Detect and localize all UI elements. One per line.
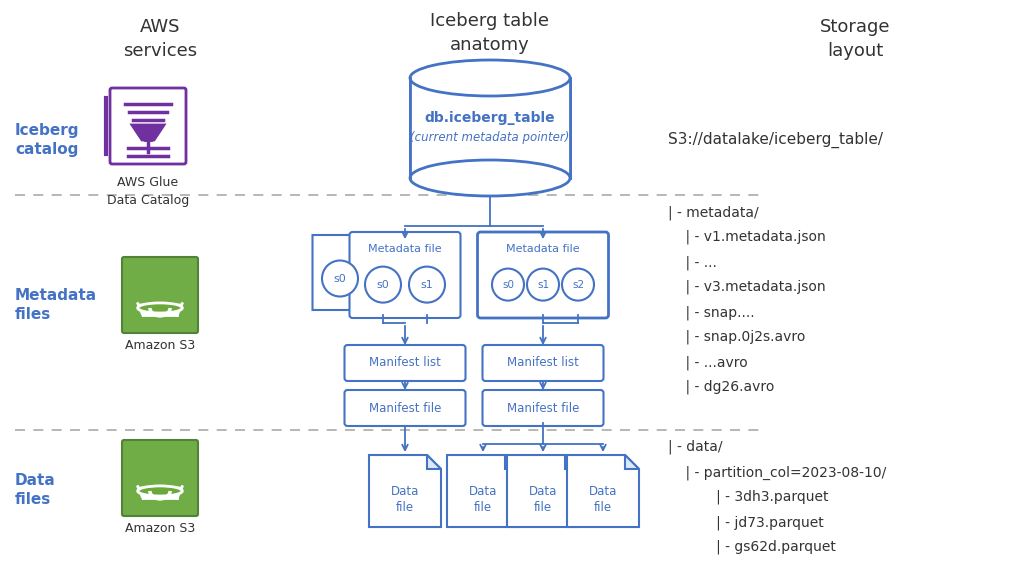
Text: Data
file: Data file bbox=[469, 485, 498, 514]
Circle shape bbox=[527, 269, 559, 301]
Text: s1: s1 bbox=[537, 280, 549, 290]
Text: Manifest list: Manifest list bbox=[369, 356, 441, 370]
FancyBboxPatch shape bbox=[482, 390, 603, 426]
Circle shape bbox=[322, 261, 358, 297]
Text: | - 3dh3.parquet: | - 3dh3.parquet bbox=[668, 490, 828, 505]
FancyBboxPatch shape bbox=[344, 390, 466, 426]
Circle shape bbox=[365, 266, 401, 302]
FancyBboxPatch shape bbox=[122, 440, 198, 516]
Text: | - ...: | - ... bbox=[668, 255, 717, 270]
Text: Manifest file: Manifest file bbox=[507, 401, 580, 414]
Text: Metadata file: Metadata file bbox=[369, 244, 441, 254]
Text: Manifest file: Manifest file bbox=[369, 401, 441, 414]
Text: s0: s0 bbox=[377, 280, 389, 290]
Text: | - gs62d.parquet: | - gs62d.parquet bbox=[668, 540, 836, 554]
Text: s0: s0 bbox=[334, 273, 346, 284]
Text: S3://datalake/iceberg_table/: S3://datalake/iceberg_table/ bbox=[668, 132, 883, 148]
Text: Amazon S3: Amazon S3 bbox=[125, 522, 196, 535]
FancyBboxPatch shape bbox=[344, 345, 466, 381]
Text: Storage
layout: Storage layout bbox=[820, 18, 890, 60]
Circle shape bbox=[409, 266, 445, 302]
Text: | - v1.metadata.json: | - v1.metadata.json bbox=[668, 230, 825, 245]
Polygon shape bbox=[353, 235, 368, 249]
Text: s0: s0 bbox=[502, 280, 514, 290]
Text: Metadata
files: Metadata files bbox=[15, 288, 97, 323]
Polygon shape bbox=[567, 455, 639, 527]
Text: (current metadata pointer): (current metadata pointer) bbox=[411, 131, 569, 145]
Text: Iceberg table
anatomy: Iceberg table anatomy bbox=[430, 12, 550, 53]
FancyBboxPatch shape bbox=[482, 345, 603, 381]
Polygon shape bbox=[132, 125, 164, 140]
Polygon shape bbox=[447, 455, 519, 527]
Polygon shape bbox=[507, 455, 579, 527]
Polygon shape bbox=[565, 455, 579, 469]
Ellipse shape bbox=[137, 303, 182, 313]
Circle shape bbox=[562, 269, 594, 301]
Text: Manifest list: Manifest list bbox=[507, 356, 579, 370]
Text: AWS
services: AWS services bbox=[123, 18, 197, 60]
Text: | - snap.0j2s.avro: | - snap.0j2s.avro bbox=[668, 330, 805, 344]
Polygon shape bbox=[625, 455, 639, 469]
Polygon shape bbox=[505, 455, 519, 469]
Text: Amazon S3: Amazon S3 bbox=[125, 339, 196, 352]
Text: Data
file: Data file bbox=[589, 485, 617, 514]
Text: AWS Glue
Data Catalog: AWS Glue Data Catalog bbox=[106, 176, 189, 207]
Text: | - dg26.avro: | - dg26.avro bbox=[668, 380, 774, 394]
Ellipse shape bbox=[137, 486, 182, 496]
Text: | - snap....: | - snap.... bbox=[668, 305, 755, 320]
Text: s1: s1 bbox=[421, 280, 433, 290]
Text: db.iceberg_table: db.iceberg_table bbox=[425, 111, 555, 125]
Text: | - v3.metadata.json: | - v3.metadata.json bbox=[668, 280, 825, 294]
Text: | - ...avro: | - ...avro bbox=[668, 355, 748, 370]
Text: | - jd73.parquet: | - jd73.parquet bbox=[668, 515, 823, 529]
Polygon shape bbox=[427, 455, 441, 469]
FancyBboxPatch shape bbox=[122, 257, 198, 333]
FancyBboxPatch shape bbox=[349, 232, 461, 318]
Polygon shape bbox=[138, 487, 182, 498]
FancyBboxPatch shape bbox=[110, 88, 186, 164]
Polygon shape bbox=[138, 304, 182, 315]
Ellipse shape bbox=[410, 160, 570, 196]
Text: Data
files: Data files bbox=[15, 472, 55, 507]
Text: | - metadata/: | - metadata/ bbox=[668, 205, 759, 219]
Text: | - data/: | - data/ bbox=[668, 440, 723, 455]
Text: Data
file: Data file bbox=[391, 485, 419, 514]
Polygon shape bbox=[312, 235, 368, 310]
Text: | - partition_col=2023-08-10/: | - partition_col=2023-08-10/ bbox=[668, 465, 886, 479]
Text: s2: s2 bbox=[572, 280, 584, 290]
Ellipse shape bbox=[410, 60, 570, 96]
Text: Metadata file: Metadata file bbox=[506, 244, 580, 254]
Circle shape bbox=[492, 269, 524, 301]
Text: Iceberg
catalog: Iceberg catalog bbox=[15, 123, 80, 157]
FancyBboxPatch shape bbox=[477, 232, 608, 318]
Polygon shape bbox=[369, 455, 441, 527]
FancyBboxPatch shape bbox=[410, 78, 570, 178]
Text: Data
file: Data file bbox=[528, 485, 557, 514]
